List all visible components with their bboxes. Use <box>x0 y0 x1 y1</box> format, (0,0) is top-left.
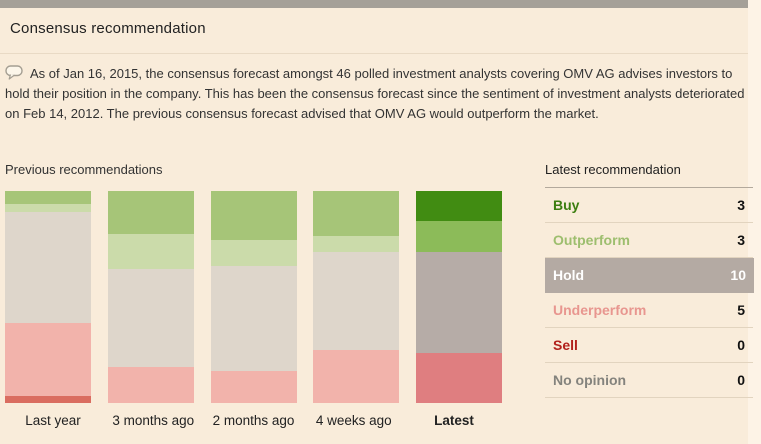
bar-3-months-ago <box>107 191 194 403</box>
bar-label: Latest <box>434 413 474 428</box>
table-row-no-opinion: No opinion 0 <box>545 363 753 398</box>
bar-labels-row: Last year 3 months ago 2 months ago 4 weeks… <box>5 413 502 428</box>
previous-recommendations-label: Previous recommendations <box>5 162 163 177</box>
row-value: 3 <box>737 197 745 213</box>
bar-last-year <box>5 191 91 403</box>
summary-text: As of Jan 16, 2015, the consensus foreca… <box>5 66 745 121</box>
bar-label: 3 months ago <box>112 413 195 428</box>
latest-recommendation-table: Latest recommendation Buy 3 Outperform 3… <box>545 160 754 398</box>
segment-outperform <box>416 221 502 252</box>
bar-label: 4 weeks ago <box>315 413 392 428</box>
bar-4-weeks-ago <box>313 191 400 403</box>
header-separator <box>0 53 748 54</box>
row-value: 5 <box>737 302 745 318</box>
row-label: Sell <box>553 337 578 353</box>
comment-bubble-icon <box>5 65 24 80</box>
segment-underperform <box>210 371 297 403</box>
segment-hold <box>107 268 194 368</box>
segment-underperform <box>313 349 400 403</box>
bar-latest <box>416 191 502 403</box>
top-divider-bar <box>0 0 748 8</box>
segment-buy <box>210 191 297 240</box>
table-row-buy: Buy 3 <box>545 188 753 223</box>
row-label: No opinion <box>553 372 627 388</box>
table-row-hold: Hold 10 <box>545 258 754 293</box>
page-title: Consensus recommendation <box>10 20 206 37</box>
row-label: Buy <box>553 197 580 213</box>
stacked-bar-chart <box>5 191 502 403</box>
segment-outperform <box>5 204 91 213</box>
segment-outperform <box>210 239 297 267</box>
bar-label: 2 months ago <box>212 413 295 428</box>
bar-2-months-ago <box>210 191 297 403</box>
segment-buy <box>5 191 91 205</box>
table-row-outperform: Outperform 3 <box>545 223 753 258</box>
row-value: 0 <box>737 372 745 388</box>
row-label: Outperform <box>553 232 630 248</box>
row-value: 10 <box>730 267 746 283</box>
segment-buy <box>107 191 194 235</box>
segment-hold <box>416 251 502 353</box>
bar-label: Last year <box>25 413 81 428</box>
segment-outperform <box>107 234 194 269</box>
segment-sell <box>5 395 91 403</box>
row-label: Underperform <box>553 302 647 318</box>
segment-underperform <box>5 323 91 396</box>
segment-hold <box>313 251 400 350</box>
segment-buy <box>416 191 502 222</box>
row-value: 3 <box>737 232 745 248</box>
summary-paragraph: As of Jan 16, 2015, the consensus foreca… <box>5 64 751 124</box>
segment-underperform <box>107 367 194 403</box>
latest-recommendation-title: Latest recommendation <box>545 160 753 188</box>
segment-hold <box>5 212 91 324</box>
segment-hold <box>210 266 297 372</box>
segment-buy <box>313 191 400 236</box>
table-row-sell: Sell 0 <box>545 328 753 363</box>
segment-outperform <box>313 235 400 252</box>
table-row-underperform: Underperform 5 <box>545 293 753 328</box>
page-right-margin <box>748 0 761 444</box>
row-label: Hold <box>553 267 585 283</box>
segment-underperform <box>416 352 502 403</box>
row-value: 0 <box>737 337 745 353</box>
